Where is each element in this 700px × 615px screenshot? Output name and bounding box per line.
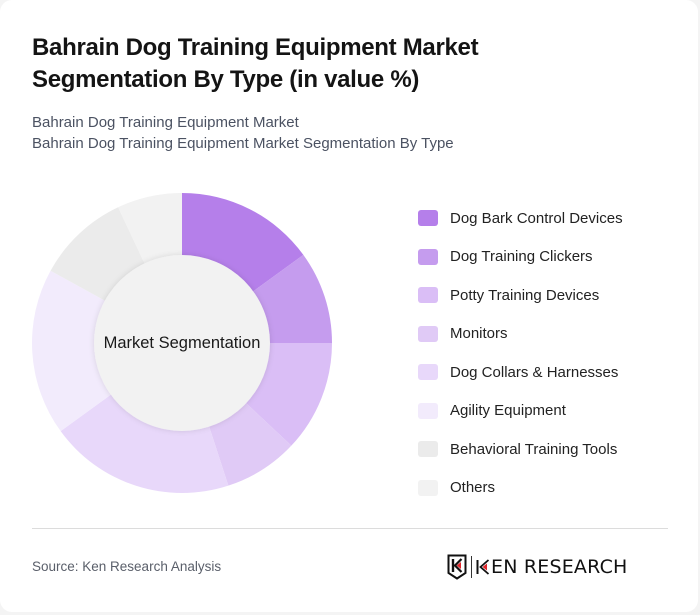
legend-item[interactable]: Dog Bark Control Devices <box>418 199 623 238</box>
legend-item[interactable]: Behavioral Training Tools <box>418 430 623 469</box>
legend-label: Agility Equipment <box>450 402 566 420</box>
legend-label: Dog Training Clickers <box>450 248 593 266</box>
ken-research-shield-icon <box>447 554 467 580</box>
logo-wordmark: EN RESEARCH <box>476 556 628 578</box>
legend-swatch <box>418 364 438 381</box>
donut-hole <box>94 255 270 431</box>
ken-research-logo: EN RESEARCH <box>447 553 628 581</box>
source-note: Source: Ken Research Analysis <box>32 559 222 574</box>
subtitle-line-2: Bahrain Dog Training Equipment Market Se… <box>32 135 454 152</box>
chart-title: Bahrain Dog Training Equipment Market Se… <box>32 34 479 93</box>
logo-wordmark-text: EN RESEARCH <box>491 556 628 578</box>
legend-item[interactable]: Potty Training Devices <box>418 276 623 315</box>
donut-segment[interactable]: Monitors <box>208 402 292 486</box>
legend-swatch <box>418 287 438 304</box>
legend-label: Behavioral Training Tools <box>450 440 618 458</box>
donut-segment[interactable]: Dog Collars & Harnesses <box>60 394 229 493</box>
legend-label: Others <box>450 479 496 497</box>
legend-item[interactable]: Dog Training Clickers <box>418 238 623 277</box>
legend-label: Dog Bark Control Devices <box>450 209 623 227</box>
legend-item[interactable]: Others <box>418 469 623 508</box>
legend-item[interactable]: Dog Collars & Harnesses <box>418 353 623 392</box>
legend-item[interactable]: Agility Equipment <box>418 392 623 431</box>
legend-swatch <box>418 248 438 265</box>
legend-label: Monitors <box>450 325 508 343</box>
logo-separator <box>471 556 472 578</box>
donut-segment[interactable]: Dog Bark Control Devices <box>182 193 304 292</box>
donut-segment[interactable]: Potty Training Devices <box>245 343 332 446</box>
legend-swatch <box>418 479 438 496</box>
legend-item[interactable]: Monitors <box>418 315 623 354</box>
footer-divider <box>32 528 668 529</box>
legend-label: Potty Training Devices <box>450 286 600 304</box>
legend-swatch <box>418 210 438 227</box>
donut-segment[interactable]: Agility Equipment <box>32 270 112 432</box>
legend-swatch <box>418 325 438 342</box>
chart-subtitle: Bahrain Dog Training Equipment Market Ba… <box>32 112 454 154</box>
chart-legend: Dog Bark Control Devices Dog Training Cl… <box>418 199 623 507</box>
donut-segment[interactable]: Others <box>118 193 182 265</box>
legend-swatch <box>418 441 438 458</box>
donut-segment[interactable]: Dog Training Clickers <box>252 254 332 343</box>
logo-k-glyph-icon <box>476 559 490 575</box>
legend-swatch <box>418 402 438 419</box>
subtitle-line-1: Bahrain Dog Training Equipment Market <box>32 114 299 131</box>
legend-label: Dog Collars & Harnesses <box>450 363 619 381</box>
donut-segment[interactable]: Behavioral Training Tools <box>50 207 145 302</box>
